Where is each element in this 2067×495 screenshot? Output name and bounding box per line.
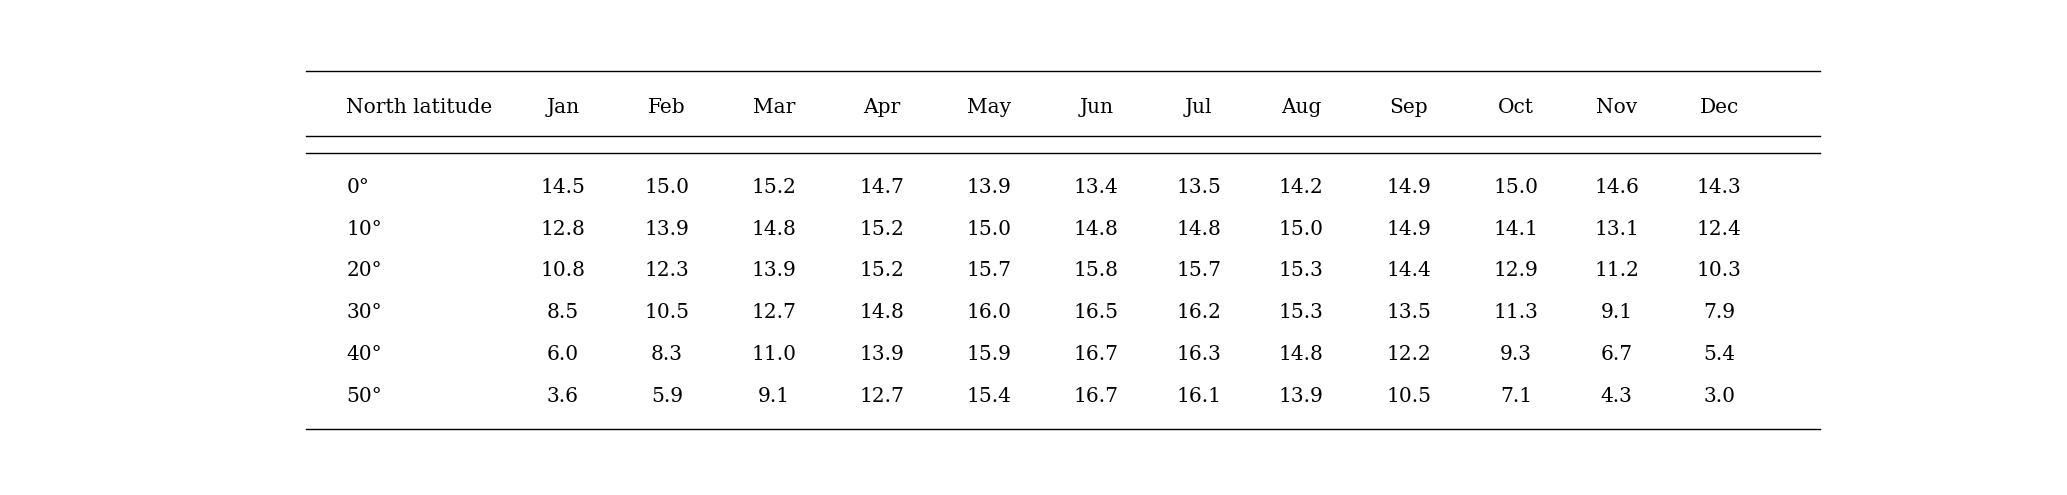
Text: 6.0: 6.0 [546,346,579,364]
Text: 7.9: 7.9 [1703,303,1736,322]
Text: 15.2: 15.2 [860,219,903,239]
Text: 13.9: 13.9 [645,219,688,239]
Text: 15.2: 15.2 [752,178,796,197]
Text: 13.9: 13.9 [1279,387,1323,406]
Text: 10.3: 10.3 [1697,261,1742,281]
Text: North latitude: North latitude [347,98,492,116]
Text: 13.4: 13.4 [1075,178,1118,197]
Text: 14.8: 14.8 [752,219,796,239]
Text: Feb: Feb [649,98,686,116]
Text: 16.3: 16.3 [1176,346,1222,364]
Text: 14.3: 14.3 [1697,178,1742,197]
Text: 9.1: 9.1 [759,387,790,406]
Text: 15.2: 15.2 [860,261,903,281]
Text: 14.8: 14.8 [860,303,903,322]
Text: 0°: 0° [347,178,370,197]
Text: 6.7: 6.7 [1600,346,1633,364]
Text: Oct: Oct [1499,98,1534,116]
Text: 8.5: 8.5 [546,303,579,322]
Text: 14.2: 14.2 [1279,178,1323,197]
Text: 14.9: 14.9 [1387,178,1430,197]
Text: Sep: Sep [1389,98,1428,116]
Text: 40°: 40° [347,346,382,364]
Text: 16.7: 16.7 [1073,387,1118,406]
Text: 11.2: 11.2 [1594,261,1639,281]
Text: 16.7: 16.7 [1073,346,1118,364]
Text: 13.9: 13.9 [752,261,796,281]
Text: 14.4: 14.4 [1387,261,1430,281]
Text: 50°: 50° [347,387,382,406]
Text: 12.7: 12.7 [860,387,903,406]
Text: 12.7: 12.7 [752,303,796,322]
Text: 15.7: 15.7 [967,261,1011,281]
Text: 12.2: 12.2 [1387,346,1430,364]
Text: 9.3: 9.3 [1501,346,1532,364]
Text: 10.5: 10.5 [645,303,690,322]
Text: 14.7: 14.7 [860,178,903,197]
Text: Jan: Jan [546,98,579,116]
Text: 16.1: 16.1 [1176,387,1222,406]
Text: 16.2: 16.2 [1176,303,1222,322]
Text: 13.1: 13.1 [1594,219,1639,239]
Text: 10.5: 10.5 [1387,387,1430,406]
Text: 9.1: 9.1 [1600,303,1633,322]
Text: 14.8: 14.8 [1073,219,1118,239]
Text: 15.3: 15.3 [1279,303,1323,322]
Text: 4.3: 4.3 [1600,387,1633,406]
Text: Apr: Apr [862,98,899,116]
Text: 14.8: 14.8 [1176,219,1222,239]
Text: 20°: 20° [347,261,382,281]
Text: 15.0: 15.0 [967,219,1011,239]
Text: 12.9: 12.9 [1494,261,1538,281]
Text: Mar: Mar [752,98,796,116]
Text: Jul: Jul [1184,98,1213,116]
Text: 3.0: 3.0 [1703,387,1736,406]
Text: 14.6: 14.6 [1594,178,1639,197]
Text: 14.9: 14.9 [1387,219,1430,239]
Text: 7.1: 7.1 [1501,387,1532,406]
Text: 15.4: 15.4 [967,387,1011,406]
Text: Aug: Aug [1282,98,1321,116]
Text: 11.3: 11.3 [1494,303,1538,322]
Text: 30°: 30° [347,303,382,322]
Text: 13.9: 13.9 [967,178,1011,197]
Text: 16.5: 16.5 [1073,303,1118,322]
Text: 15.0: 15.0 [645,178,690,197]
Text: Jun: Jun [1079,98,1114,116]
Text: Nov: Nov [1596,98,1637,116]
Text: 11.0: 11.0 [752,346,796,364]
Text: 12.3: 12.3 [645,261,688,281]
Text: 16.0: 16.0 [967,303,1011,322]
Text: Dec: Dec [1699,98,1738,116]
Text: 12.4: 12.4 [1697,219,1742,239]
Text: 14.8: 14.8 [1279,346,1323,364]
Text: 15.0: 15.0 [1492,178,1538,197]
Text: 14.1: 14.1 [1494,219,1538,239]
Text: 13.9: 13.9 [860,346,903,364]
Text: 15.0: 15.0 [1279,219,1323,239]
Text: 8.3: 8.3 [651,346,682,364]
Text: 12.8: 12.8 [539,219,585,239]
Text: 15.8: 15.8 [1073,261,1118,281]
Text: 13.5: 13.5 [1387,303,1430,322]
Text: 3.6: 3.6 [548,387,579,406]
Text: 10°: 10° [347,219,382,239]
Text: May: May [967,98,1011,116]
Text: 15.9: 15.9 [967,346,1011,364]
Text: 5.4: 5.4 [1703,346,1736,364]
Text: 13.5: 13.5 [1176,178,1222,197]
Text: 15.7: 15.7 [1176,261,1222,281]
Text: 15.3: 15.3 [1279,261,1323,281]
Text: 14.5: 14.5 [539,178,585,197]
Text: 5.9: 5.9 [651,387,682,406]
Text: 10.8: 10.8 [539,261,585,281]
